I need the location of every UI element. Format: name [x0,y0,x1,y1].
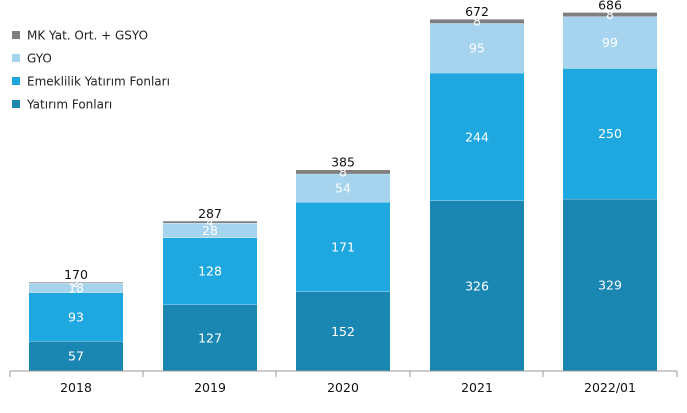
bar-gyo-2020 [296,173,390,203]
bar-gyo-2018 [29,283,123,293]
bar-yat-r-m-fonlar-2018 [29,341,123,371]
bar-emeklilik-yat-r-m-fonlar-2022-01 [563,68,657,199]
bar-mk-yat-ort-gsyo-2019 [163,220,257,224]
total-label: 170 [64,267,88,282]
total-label: 672 [465,4,489,19]
bar-emeklilik-yat-r-m-fonlar-2021 [430,72,524,201]
legend-swatch-emeklilik-yat-r-m-fonlar [12,77,20,85]
bar-yat-r-m-fonlar-2022-01 [563,198,657,371]
data-label-yat-r-m-fonlar: 57 [68,349,84,364]
bar-mk-yat-ort-gsyo-2021 [430,19,524,24]
bars: 5793182170127128284287152171548385326244… [29,0,657,371]
bar-yat-r-m-fonlar-2021 [430,200,524,371]
total-label: 385 [331,155,355,170]
x-tick-label: 2019 [194,380,226,395]
data-label-gyo: 99 [602,35,618,50]
legend-label-emeklilik-yat-r-m-fonlar: Emeklilik Yatırım Fonları [27,75,170,89]
data-label-gyo: 95 [469,41,485,56]
data-label-emeklilik-yat-r-m-fonlar: 244 [465,129,489,144]
data-label-mk-yat-ort-gsyo: 8 [606,7,614,22]
bar-mk-yat-ort-gsyo-2022-01 [563,12,657,17]
data-label-emeklilik-yat-r-m-fonlar: 93 [68,309,84,324]
data-label-gyo: 18 [68,280,84,295]
data-label-emeklilik-yat-r-m-fonlar: 171 [331,239,355,254]
x-tick-label: 2021 [461,380,493,395]
bar-mk-yat-ort-gsyo-2020 [296,169,390,174]
bar-gyo-2022-01 [563,16,657,69]
legend-label-yat-r-m-fonlar: Yatırım Fonları [26,98,112,112]
x-tick-label: 2018 [60,380,92,395]
data-label-yat-r-m-fonlar: 127 [198,330,222,345]
total-label: 287 [198,206,222,221]
data-label-emeklilik-yat-r-m-fonlar: 250 [598,126,622,141]
legend-swatch-gyo [12,54,20,62]
data-label-mk-yat-ort-gsyo: 2 [72,275,80,290]
data-label-mk-yat-ort-gsyo: 8 [339,164,347,179]
x-axis: 2018 2019 2020 2021 2022/01 [9,371,678,395]
x-tick-label: 2022/01 [584,380,636,395]
data-label-yat-r-m-fonlar: 329 [598,277,622,292]
x-tick-label: 2020 [327,380,359,395]
legend: MK Yat. Ort. + GSYO GYO Emeklilik Yatırım … [12,29,170,112]
data-label-mk-yat-ort-gsyo: 8 [473,14,481,29]
data-label-gyo: 54 [335,181,351,196]
data-label-emeklilik-yat-r-m-fonlar: 128 [198,264,222,279]
data-label-yat-r-m-fonlar: 326 [465,278,489,293]
bar-emeklilik-yat-r-m-fonlar-2020 [296,202,390,292]
data-label-mk-yat-ort-gsyo: 4 [206,214,214,229]
bar-yat-r-m-fonlar-2019 [163,304,257,371]
bar-gyo-2019 [163,223,257,238]
legend-swatch-mk-yat-ort-gsyo [12,31,20,39]
legend-label-mk-yat-ort-gsyo: MK Yat. Ort. + GSYO [27,29,148,43]
data-label-gyo: 28 [202,223,218,238]
bar-gyo-2021 [430,23,524,73]
bar-emeklilik-yat-r-m-fonlar-2018 [29,292,123,342]
bar-yat-r-m-fonlar-2020 [296,291,390,371]
bar-emeklilik-yat-r-m-fonlar-2019 [163,237,257,305]
total-label: 686 [598,0,622,12]
legend-swatch-yat-r-m-fonlar [12,100,20,108]
legend-label-gyo: GYO [27,52,52,66]
bar-mk-yat-ort-gsyo-2018 [29,282,123,284]
data-label-yat-r-m-fonlar: 152 [331,324,355,339]
